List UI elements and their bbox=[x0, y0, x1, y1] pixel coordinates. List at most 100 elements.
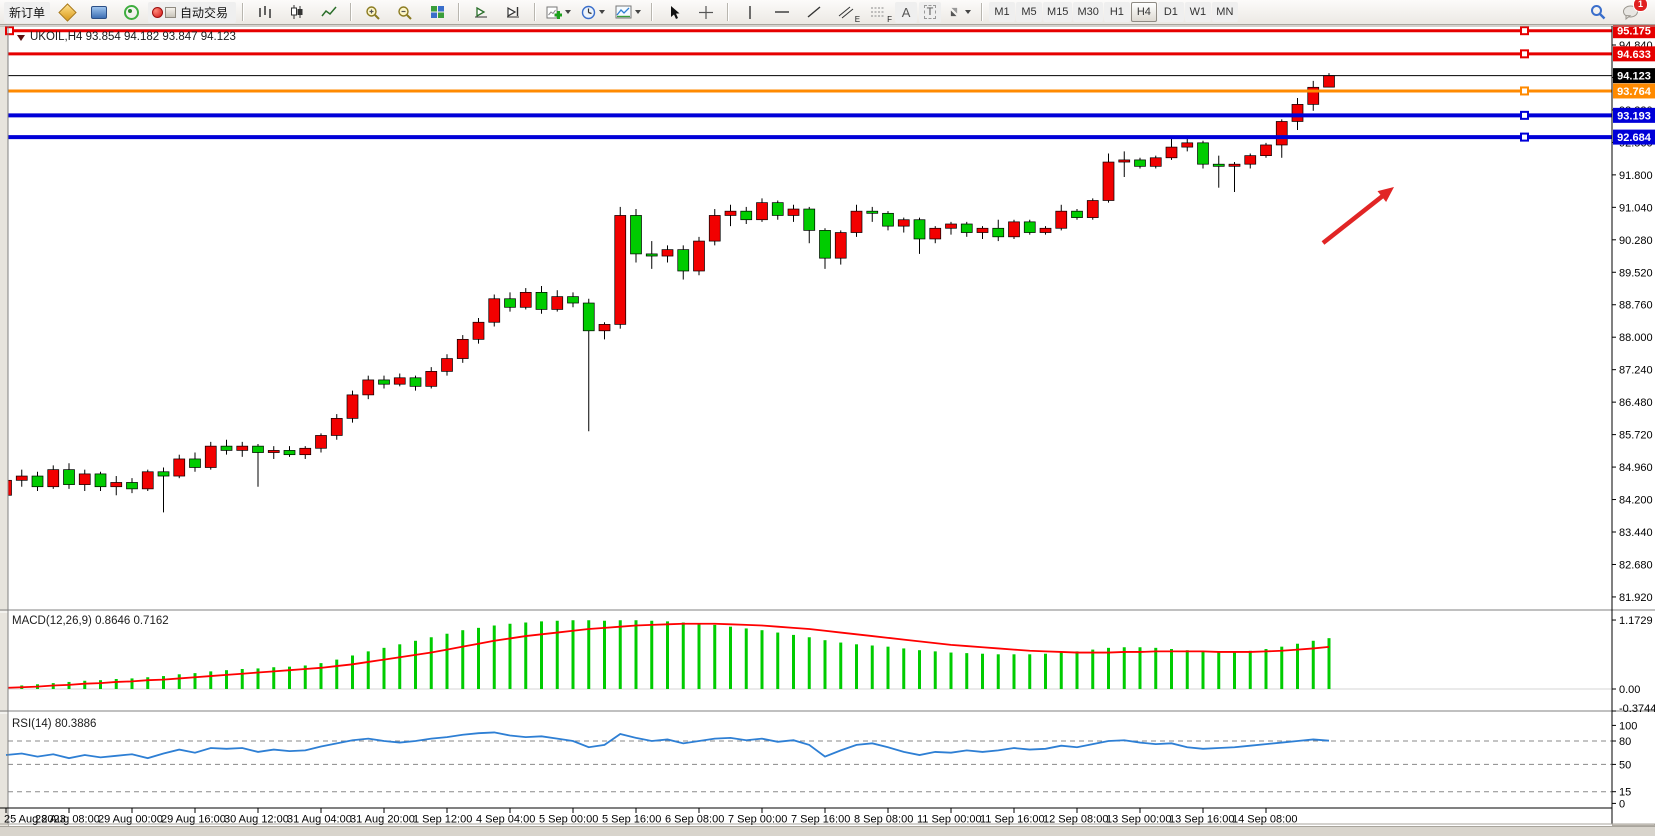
candle bbox=[976, 227, 989, 233]
rsi-tick-label: 80 bbox=[1619, 736, 1631, 748]
chart-background bbox=[8, 26, 1612, 824]
macd-tick-label: -0.3744 bbox=[1619, 703, 1655, 715]
autotrading-button[interactable]: 自动交易 bbox=[148, 1, 237, 23]
candle bbox=[504, 298, 516, 308]
candle bbox=[31, 475, 44, 488]
price-label-box bbox=[1613, 129, 1655, 145]
timeframe-button-m15[interactable]: M15 bbox=[1043, 2, 1073, 22]
candle bbox=[378, 379, 390, 385]
candle bbox=[677, 249, 690, 272]
zoom-in-icon[interactable] bbox=[358, 1, 388, 24]
candle bbox=[992, 227, 1005, 238]
line-handle[interactable] bbox=[1520, 110, 1529, 120]
template-button[interactable] bbox=[611, 1, 645, 24]
time-tick-label: 13 Sep 00:00 bbox=[1106, 814, 1171, 826]
timeframe-button-m1[interactable]: M1 bbox=[989, 2, 1016, 22]
timeframe-button-d1[interactable]: D1 bbox=[1157, 2, 1184, 22]
line-handle[interactable] bbox=[1520, 132, 1529, 142]
horizontal-line-object[interactable]: 92.684 bbox=[8, 129, 1655, 145]
new-order-diamond-icon[interactable] bbox=[52, 1, 82, 24]
metaeditor-icon[interactable] bbox=[84, 1, 114, 24]
candle bbox=[819, 230, 831, 259]
timeframe-button-w1[interactable]: W1 bbox=[1184, 2, 1211, 22]
cursor-glyph bbox=[670, 5, 680, 19]
price-tick-label: 88.000 bbox=[1619, 332, 1653, 344]
text-tool-icon[interactable]: A bbox=[895, 1, 918, 23]
candle bbox=[346, 394, 359, 419]
timeframe-button-h4[interactable]: H4 bbox=[1130, 2, 1157, 22]
time-tick-label: 31 Aug 04:00 bbox=[287, 814, 352, 826]
price-label-text: 94.633 bbox=[1617, 49, 1651, 61]
chevron-down-icon bbox=[635, 10, 642, 14]
horizontal-line-object[interactable]: 94.633 bbox=[8, 46, 1655, 62]
candle bbox=[630, 215, 642, 255]
new-chart-button[interactable] bbox=[542, 1, 575, 24]
zoom-out-icon[interactable] bbox=[390, 1, 420, 24]
axis-background bbox=[1612, 26, 1655, 824]
price-tick-label: 85.720 bbox=[1619, 430, 1653, 442]
tile-windows-icon[interactable] bbox=[422, 1, 452, 24]
symbol-dropdown-icon[interactable] bbox=[17, 35, 25, 41]
hline-glyph bbox=[775, 11, 790, 13]
candle bbox=[78, 473, 91, 485]
candle bbox=[220, 445, 233, 451]
text-label-tool-icon[interactable]: T bbox=[919, 1, 942, 23]
search-icon[interactable] bbox=[1583, 1, 1613, 24]
auto-scroll-icon[interactable] bbox=[466, 1, 496, 24]
rsi-layer bbox=[5, 731, 1612, 793]
chart-shift-icon[interactable] bbox=[498, 1, 528, 24]
line-handle[interactable] bbox=[1520, 86, 1529, 96]
zoom-in-glyph bbox=[366, 5, 380, 20]
candle bbox=[693, 240, 705, 272]
chevron-down-icon bbox=[565, 10, 572, 14]
horizontal-line-tool-icon[interactable] bbox=[767, 1, 797, 24]
line-chart-icon[interactable] bbox=[314, 1, 344, 24]
candle bbox=[204, 445, 217, 468]
vertical-line-tool-icon[interactable] bbox=[735, 1, 765, 24]
candle bbox=[1260, 144, 1272, 156]
price-label-box bbox=[1613, 23, 1655, 39]
text-tool-letter: A bbox=[901, 4, 911, 20]
time-tick-label: 28 Aug 08:00 bbox=[35, 814, 100, 826]
candle bbox=[1323, 75, 1335, 88]
signals-icon[interactable] bbox=[116, 1, 146, 24]
price-tick-label: 90.280 bbox=[1619, 235, 1653, 247]
candle bbox=[1023, 221, 1036, 233]
arrows-tool-icon[interactable] bbox=[943, 1, 975, 24]
line-handle[interactable] bbox=[1520, 26, 1529, 36]
time-tick-label: 8 Sep 08:00 bbox=[854, 814, 913, 826]
timeframe-button-h1[interactable]: H1 bbox=[1103, 2, 1130, 22]
time-tick-label: 13 Sep 16:00 bbox=[1169, 814, 1234, 826]
candle bbox=[1102, 161, 1115, 201]
rsi-line bbox=[5, 731, 1330, 760]
price-tick-label: 91.800 bbox=[1619, 170, 1653, 182]
auto-scroll-glyph bbox=[475, 6, 488, 18]
cursor-tool-icon[interactable] bbox=[659, 1, 689, 24]
new-order-button[interactable]: 新订单 bbox=[4, 1, 51, 23]
fibonacci-tool-icon[interactable]: F bbox=[863, 1, 893, 24]
timeframe-button-m30[interactable]: M30 bbox=[1073, 2, 1103, 22]
candle bbox=[283, 450, 296, 456]
time-tick-label: 11 Sep 16:00 bbox=[980, 814, 1045, 826]
timeframe-button-m5[interactable]: M5 bbox=[1016, 2, 1043, 22]
horizontal-line-object[interactable]: 95.175 bbox=[5, 23, 1655, 39]
line-handle[interactable] bbox=[1520, 49, 1529, 59]
chat-icon[interactable]: 1 bbox=[1615, 0, 1648, 24]
trendline-tool-icon[interactable] bbox=[799, 1, 829, 24]
equidistant-channel-tool-icon[interactable]: E bbox=[831, 1, 861, 24]
horizontal-line-object[interactable]: 93.193 bbox=[8, 107, 1655, 123]
rsi-tick-label: 15 bbox=[1619, 787, 1631, 799]
period-clock-button[interactable] bbox=[577, 1, 609, 24]
candle bbox=[1291, 104, 1304, 122]
candlestick-chart-icon[interactable] bbox=[282, 1, 312, 24]
candle bbox=[1071, 210, 1083, 218]
candle bbox=[409, 377, 422, 387]
timeframe-button-mn[interactable]: MN bbox=[1211, 2, 1238, 22]
bar-chart-icon[interactable] bbox=[250, 1, 280, 24]
trend-arrow-annotation[interactable] bbox=[1321, 187, 1394, 245]
line-handle[interactable] bbox=[5, 26, 14, 36]
candle bbox=[850, 210, 863, 233]
horizontal-line-object[interactable]: 93.764 bbox=[8, 83, 1655, 99]
crosshair-tool-icon[interactable] bbox=[691, 1, 721, 24]
